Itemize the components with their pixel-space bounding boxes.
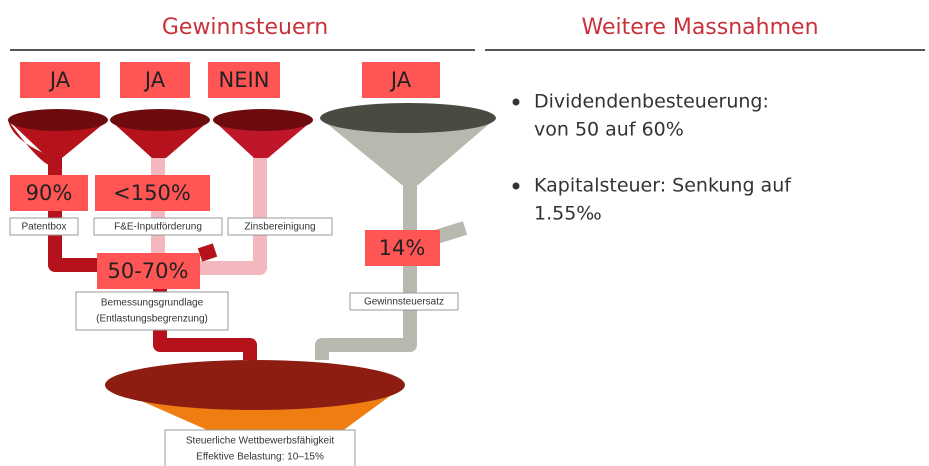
label: Steuerliche Wettbewerbsfähigkeit xyxy=(186,436,334,447)
bullet-text: Kapitalsteuer: Senkung auf xyxy=(534,175,792,197)
rate: 14% xyxy=(379,236,426,260)
answer: JA xyxy=(48,68,71,92)
answer: NEIN xyxy=(219,68,270,92)
bullet-text: 1.55‰ xyxy=(534,203,602,225)
label: Bemessungsgrundlage xyxy=(101,298,204,309)
bullet-dot xyxy=(513,183,520,190)
rate: 90% xyxy=(26,181,73,205)
bullet-dot xyxy=(513,99,520,106)
label: F&E-Inputförderung xyxy=(114,222,202,233)
diagram: Gewinnsteuern Weitere Massnahmen JA JA N… xyxy=(0,0,929,466)
header-left: Gewinnsteuern xyxy=(162,15,328,40)
header-right: Weitere Massnahmen xyxy=(581,15,818,40)
bullet-text: von 50 auf 60% xyxy=(534,119,684,141)
label: Gewinnsteuersatz xyxy=(364,297,444,308)
bullet-text: Dividendenbesteuerung: xyxy=(534,91,769,113)
label: Patentbox xyxy=(21,222,66,233)
answer: JA xyxy=(143,68,166,92)
rate: <150% xyxy=(113,181,191,205)
label: Effektive Belastung: 10–15% xyxy=(196,452,324,463)
label: (Entlastungsbegrenzung) xyxy=(96,314,208,325)
rate: 50-70% xyxy=(108,259,189,283)
answer: JA xyxy=(389,68,412,92)
label: Zinsbereinigung xyxy=(244,222,315,233)
